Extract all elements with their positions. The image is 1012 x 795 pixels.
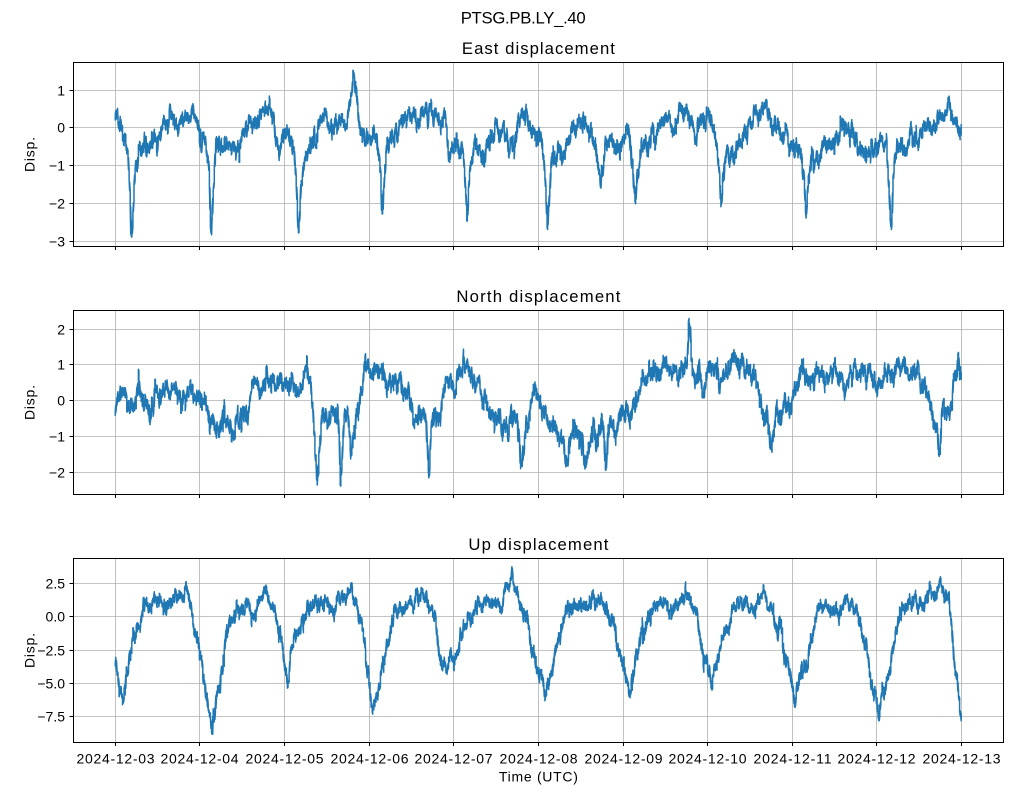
svg-text:Disp.: Disp.	[21, 385, 37, 420]
svg-text:2024-12-06: 2024-12-06	[331, 751, 409, 767]
svg-text:2024-12-11: 2024-12-11	[754, 751, 832, 767]
svg-text:North displacement: North displacement	[456, 287, 620, 306]
svg-text:2: 2	[57, 321, 65, 337]
svg-text:PTSG.PB.LY_.40: PTSG.PB.LY_.40	[461, 9, 586, 28]
svg-text:2024-12-08: 2024-12-08	[500, 751, 578, 767]
svg-text:−7.5: −7.5	[37, 708, 65, 724]
svg-text:Disp.: Disp.	[21, 137, 37, 172]
svg-text:2.5: 2.5	[46, 575, 66, 591]
svg-text:East displacement: East displacement	[462, 39, 615, 58]
svg-text:−3: −3	[49, 233, 65, 249]
svg-text:−2: −2	[49, 464, 65, 480]
svg-text:2024-12-05: 2024-12-05	[246, 751, 324, 767]
svg-text:0: 0	[57, 119, 65, 135]
svg-text:2024-12-09: 2024-12-09	[585, 751, 663, 767]
svg-text:2024-12-03: 2024-12-03	[77, 751, 155, 767]
svg-text:2024-12-12: 2024-12-12	[838, 751, 916, 767]
svg-text:0.0: 0.0	[46, 608, 66, 624]
svg-text:−1: −1	[49, 157, 65, 173]
svg-text:Up displacement: Up displacement	[468, 535, 608, 554]
svg-text:2024-12-04: 2024-12-04	[161, 751, 239, 767]
svg-text:1: 1	[57, 82, 65, 98]
svg-text:Time (UTC): Time (UTC)	[499, 769, 578, 785]
svg-text:2024-12-13: 2024-12-13	[923, 751, 1001, 767]
svg-text:0: 0	[57, 392, 65, 408]
svg-text:−1: −1	[49, 428, 65, 444]
svg-text:Disp.: Disp.	[21, 633, 37, 668]
svg-text:2024-12-07: 2024-12-07	[415, 751, 493, 767]
svg-text:2024-12-10: 2024-12-10	[669, 751, 747, 767]
svg-text:−2.5: −2.5	[37, 642, 65, 658]
svg-text:−5.0: −5.0	[37, 675, 65, 691]
svg-text:1: 1	[57, 356, 65, 372]
svg-text:−2: −2	[49, 195, 65, 211]
